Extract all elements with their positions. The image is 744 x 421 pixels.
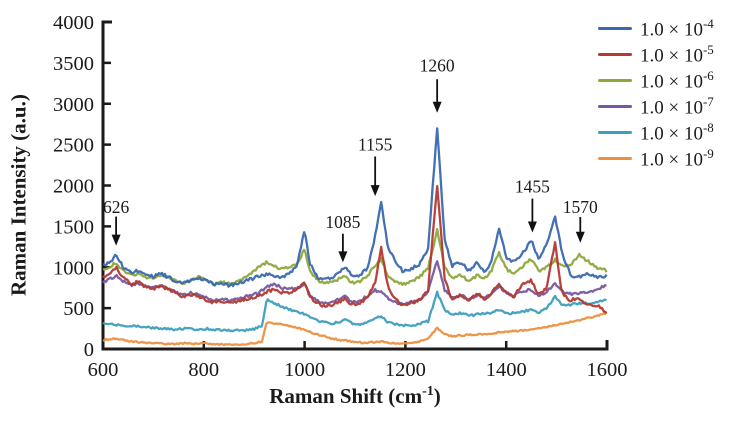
y-tick-label: 0: [84, 339, 94, 361]
x-tick-label: 1000: [284, 359, 325, 381]
y-tick-label: 2000: [53, 176, 94, 198]
legend-item: 1.0 × 10-9: [598, 145, 744, 171]
spectrum-line-1e-9: [102, 311, 608, 347]
legend-label-exponent: -4: [702, 15, 714, 31]
spectrum-line-1e-8: [102, 290, 608, 333]
legend-item: 1.0 × 10-8: [598, 119, 744, 145]
x-tick-label: 1600: [587, 359, 628, 381]
peak-arrowhead: [575, 231, 585, 243]
peak-arrowhead: [527, 221, 537, 233]
y-tick-label: 2500: [53, 135, 94, 157]
legend-label: 1.0 × 10-8: [640, 119, 714, 145]
x-tick-label: 600: [88, 359, 119, 381]
peak-annotation-label: 1260: [420, 56, 455, 76]
legend-item: 1.0 × 10-5: [598, 41, 744, 67]
peak-annotation-label: 1455: [515, 176, 550, 196]
y-tick-label: 4000: [53, 12, 94, 34]
legend-swatch: [598, 78, 632, 82]
legend-label: 1.0 × 10-9: [640, 145, 714, 171]
legend-label-exponent: -8: [702, 119, 714, 135]
legend-label-exponent: -6: [702, 67, 714, 83]
y-tick-label: 3500: [53, 53, 94, 75]
spectrum-line-1e-5: [102, 185, 608, 314]
legend-item: 1.0 × 10-6: [598, 67, 744, 93]
legend-label-exponent: -5: [702, 41, 714, 57]
legend-swatch: [598, 104, 632, 108]
x-tick-label: 800: [188, 359, 219, 381]
legend-label: 1.0 × 10-6: [640, 67, 714, 93]
y-tick-label: 1000: [53, 257, 94, 279]
x-tick-label: 1200: [385, 359, 426, 381]
legend-item: 1.0 × 10-7: [598, 93, 744, 119]
peak-arrowhead: [338, 251, 348, 263]
legend-label-exponent: -9: [702, 145, 714, 161]
x-axis-title: Raman Shift (cm-1): [155, 384, 555, 409]
peak-annotation-label: 626: [103, 197, 130, 217]
y-axis-title: Raman Intensity (a.u.): [6, 94, 31, 296]
legend-label: 1.0 × 10-4: [640, 15, 714, 41]
spectrum-line-1e-4: [102, 127, 608, 288]
legend-item: 1.0 × 10-4: [598, 15, 744, 41]
legend-swatch: [598, 26, 632, 30]
peak-annotation-label: 1085: [325, 212, 360, 232]
y-tick-label: 1500: [53, 216, 94, 238]
legend-label: 1.0 × 10-5: [640, 41, 714, 67]
peak-annotation-label: 1155: [358, 135, 393, 155]
legend-swatch: [598, 52, 632, 56]
x-axis-title-text: Raman Shift (cm: [269, 384, 423, 408]
x-tick-label: 1400: [486, 359, 527, 381]
peak-annotation-label: 1570: [563, 197, 598, 217]
peak-arrowhead: [111, 234, 121, 246]
legend-swatch: [598, 156, 632, 160]
y-tick-label: 500: [63, 298, 94, 320]
legend-label-exponent: -7: [702, 93, 714, 109]
peak-arrowhead: [432, 101, 442, 113]
peak-arrowhead: [370, 185, 380, 197]
x-axis-title-superscript: -1: [422, 384, 434, 399]
y-tick-label: 3000: [53, 94, 94, 116]
legend-swatch: [598, 130, 632, 134]
axis-frame: [101, 20, 609, 351]
legend-label: 1.0 × 10-7: [640, 93, 714, 119]
legend: 1.0 × 10-4 1.0 × 10-5 1.0 × 10-6 1.0 × 10-7…: [598, 15, 744, 171]
x-axis-title-close: ): [433, 384, 441, 408]
